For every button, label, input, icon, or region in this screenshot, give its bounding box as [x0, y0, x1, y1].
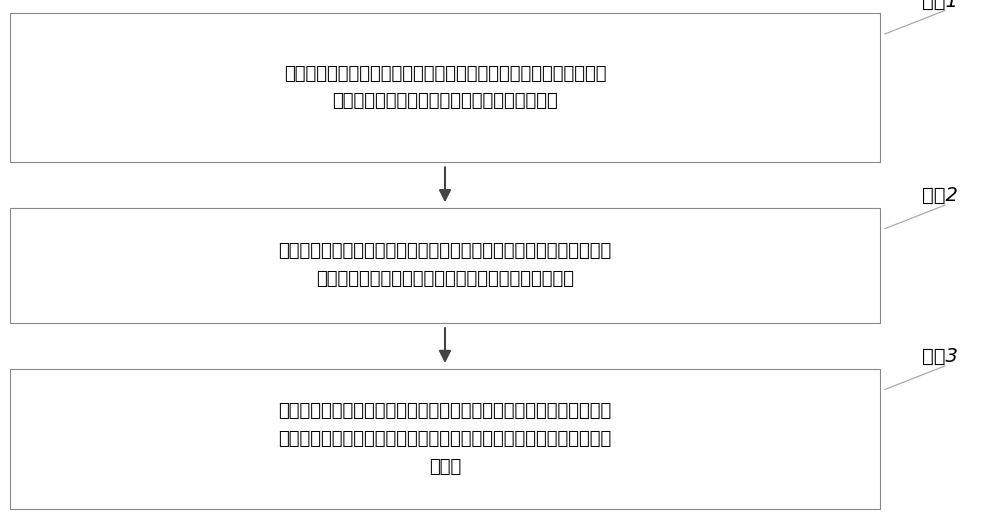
- Bar: [10, 369, 880, 509]
- Text: 从车联网采集车辆从新车开始至行驶预设里程时的行驶数据，并根据
所述行驶数据得出所述车辆怨速转速的正常范围: 从车联网采集车辆从新车开始至行驶预设里程时的行驶数据，并根据 所述行驶数据得出所…: [284, 65, 606, 110]
- Bar: [10, 13, 880, 162]
- Text: 步骤1: 步骤1: [922, 0, 958, 10]
- Bar: [10, 208, 880, 323]
- Text: 步骤2: 步骤2: [922, 186, 958, 205]
- Text: 步骤3: 步骤3: [922, 347, 958, 366]
- Text: 当判断出所述车辆怨速转速不在所述正常范围内时，依次检测与所述车
辆怨速转速相关的参数是否正常，根据检测结果找出所述车辆发生故障
的部件: 当判断出所述车辆怨速转速不在所述正常范围内时，依次检测与所述车 辆怨速转速相关的…: [278, 402, 612, 476]
- Text: 从车联网采集所述车辆从所述预设里程之后的行驶数据，并根据之后的
行驶数据判断所述车辆怨速转速是否在所述正常范围内: 从车联网采集所述车辆从所述预设里程之后的行驶数据，并根据之后的 行驶数据判断所述…: [278, 242, 612, 288]
